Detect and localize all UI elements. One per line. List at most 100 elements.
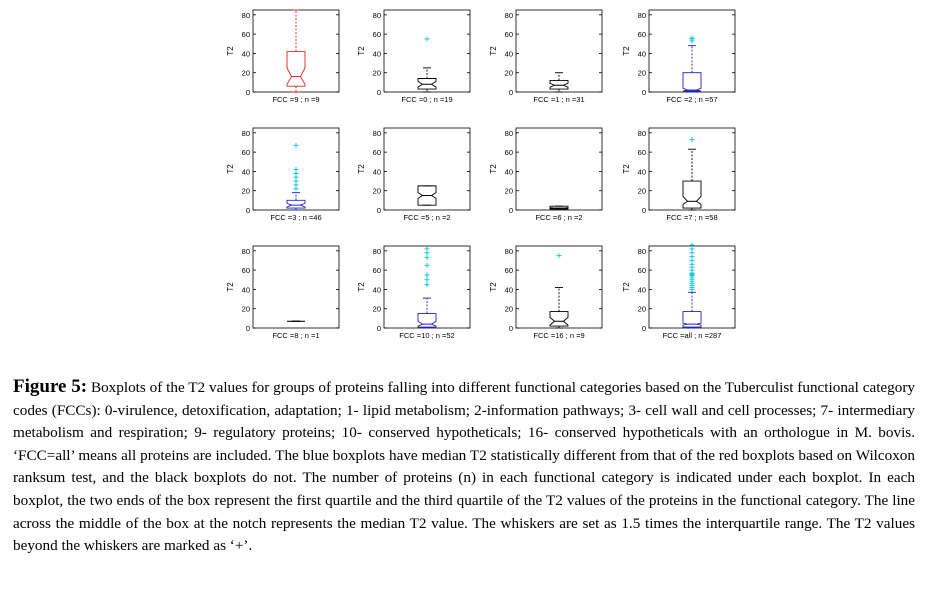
y-tick-label: 80 [638,247,646,256]
notched-box [682,311,702,328]
notched-box [549,311,569,327]
y-axis-label: T2 [489,282,498,292]
y-tick-label: 80 [242,129,250,138]
y-tick-label: 80 [373,129,381,138]
y-tick-label: 60 [373,266,381,275]
y-tick-label: 0 [377,206,381,215]
boxplot-panel-7: 0 20 40 60 80 T2 FCC =6 ; n =2 [489,127,603,222]
y-tick-label: 40 [373,285,381,294]
figure-caption: Figure 5: Boxplots of the T2 values for … [13,376,915,558]
y-tick-label: 60 [505,266,513,275]
y-axis-label: T2 [357,164,366,174]
y-axis-label: T2 [622,282,631,292]
y-tick-label: 60 [638,266,646,275]
y-tick-label: 0 [642,324,646,333]
y-tick-label: 20 [505,69,513,78]
x-category-label: FCC =7 ; n =58 [666,213,717,222]
x-category-label: FCC =16 ; n =9 [533,331,584,340]
x-category-label: FCC =5 ; n =2 [403,213,450,222]
boxplot-panel-1: 0 20 40 60 80 T2 FCC =9 ; n =9 [226,9,340,104]
plot-frame [515,127,603,211]
notched-box [286,199,306,209]
outlier-marker [424,272,430,278]
y-tick-label: 0 [377,88,381,97]
y-tick-label: 0 [246,206,250,215]
y-tick-label: 40 [505,167,513,176]
y-tick-label: 60 [505,30,513,39]
x-category-label: FCC =10 ; n =52 [399,331,454,340]
y-tick-label: 40 [638,49,646,58]
y-tick-label: 20 [505,305,513,314]
outlier-marker [556,253,562,259]
y-axis-label: T2 [226,46,235,56]
outlier-marker [424,282,430,288]
boxplot-panel-8: 0 20 40 60 80 T2 FCC =7 ; n =58 [622,127,736,222]
boxplot-panel-12: 0 20 40 60 80 T2 FCC =all ; n =287 [622,242,736,340]
y-tick-label: 80 [638,11,646,20]
boxplot-panel-10: 0 20 40 60 80 T2 FCC =10 ; n =52 [357,245,471,340]
y-tick-label: 20 [242,69,250,78]
outlier-marker [293,166,299,172]
boxplot-grid: 0 20 40 60 80 T2 FCC =9 ; n =9 0 20 40 60 80 T2 FCC =… [226,9,736,340]
y-tick-label: 80 [505,11,513,20]
y-tick-label: 40 [373,167,381,176]
y-axis-label: T2 [226,282,235,292]
notched-box [286,51,306,87]
figure-label: Figure 5: [13,376,88,397]
y-tick-label: 40 [638,285,646,294]
y-tick-label: 80 [242,11,250,20]
y-axis-label: T2 [489,46,498,56]
y-axis-label: T2 [622,46,631,56]
y-tick-label: 20 [638,69,646,78]
notched-box [417,185,437,206]
x-category-label: FCC =0 ; n =19 [401,95,452,104]
y-tick-label: 60 [638,148,646,157]
outlier-marker [424,277,430,283]
y-tick-label: 20 [638,305,646,314]
boxplot-panel-2: 0 20 40 60 80 T2 FCC =0 ; n =19 [357,9,471,104]
y-tick-label: 20 [505,187,513,196]
y-tick-label: 0 [377,324,381,333]
y-tick-label: 40 [242,49,250,58]
notched-box [549,79,569,90]
y-tick-label: 20 [638,187,646,196]
y-tick-label: 60 [242,266,250,275]
y-axis-label: T2 [226,164,235,174]
outlier-marker [424,262,430,268]
y-axis-label: T2 [489,164,498,174]
notched-box [417,78,437,90]
plot-frame [515,245,603,329]
y-tick-label: 60 [242,148,250,157]
notched-box [549,205,569,210]
x-category-label: FCC =2 ; n =57 [666,95,717,104]
y-tick-label: 0 [509,324,513,333]
y-tick-label: 0 [642,88,646,97]
outlier-marker [689,35,695,41]
y-tick-label: 0 [246,88,250,97]
boxplot-panel-9: 0 20 40 60 80 T2 FCC =8 ; n =1 [226,245,340,340]
y-tick-label: 20 [242,187,250,196]
y-tick-label: 60 [373,148,381,157]
x-category-label: FCC =6 ; n =2 [535,213,582,222]
y-axis-label: T2 [357,282,366,292]
y-tick-label: 80 [505,129,513,138]
caption-text: Boxplots of the T2 values for groups of … [13,379,916,555]
plot-frame [383,127,471,211]
y-axis-label: T2 [357,46,366,56]
y-tick-label: 60 [373,30,381,39]
y-tick-label: 40 [505,285,513,294]
boxplot-panel-11: 0 20 40 60 80 T2 FCC =16 ; n =9 [489,245,603,340]
outlier-marker [424,246,430,252]
outlier-marker [424,36,430,42]
y-tick-label: 60 [242,30,250,39]
y-tick-label: 20 [373,187,381,196]
y-tick-label: 20 [242,305,250,314]
boxplot-panel-4: 0 20 40 60 80 T2 FCC =2 ; n =57 [622,9,736,104]
y-tick-label: 80 [373,247,381,256]
y-tick-label: 40 [242,167,250,176]
outlier-marker [689,137,695,143]
y-tick-label: 60 [638,30,646,39]
y-tick-label: 0 [509,88,513,97]
y-tick-label: 40 [505,49,513,58]
y-tick-label: 80 [505,247,513,256]
